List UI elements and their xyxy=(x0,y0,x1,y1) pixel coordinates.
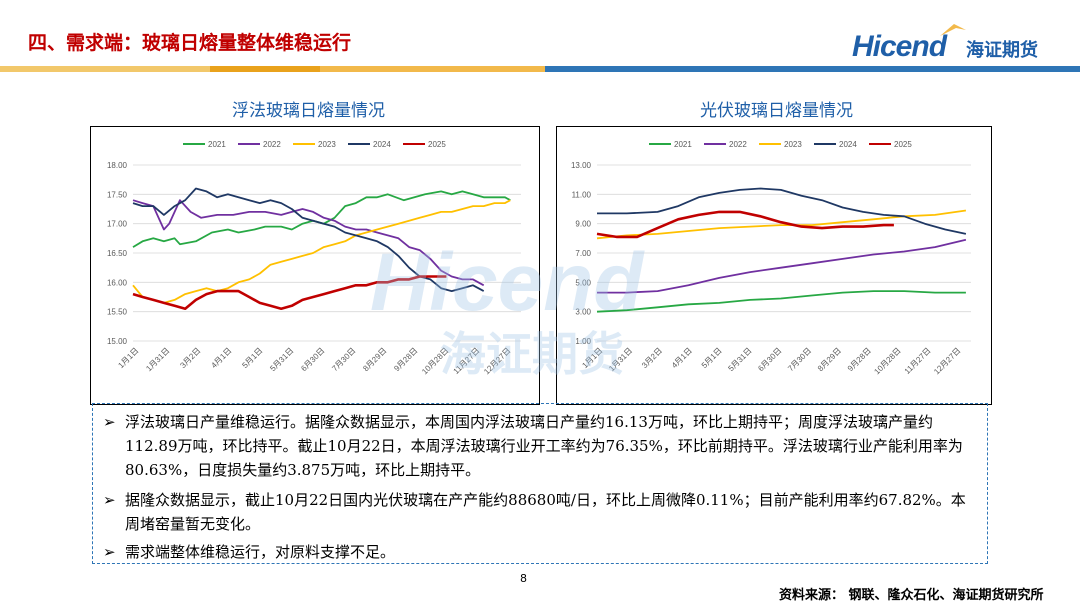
x-tick-label: 4月1日 xyxy=(209,346,233,370)
pv-glass-chart: 1.00 3.00 5.00 7.00 9.00 11.00 13.00 1月1日 1月31日 3… xyxy=(556,126,992,405)
x-tick-label: 10月28日 xyxy=(872,346,902,376)
logo-wordmark: Hicend xyxy=(852,30,947,63)
company-logo: Hicend 海证期货 xyxy=(852,22,1062,66)
logo-swoosh-icon xyxy=(940,24,966,36)
legend-label-2022: 2022 xyxy=(729,140,747,149)
x-tick-label: 12月27日 xyxy=(482,346,512,376)
x-tick-label: 4月1日 xyxy=(670,346,694,370)
x-tick-label: 10月28日 xyxy=(420,346,450,376)
legend-label-2021: 2021 xyxy=(208,140,226,149)
x-tick-label: 5月1日 xyxy=(700,346,724,370)
x-tick-label: 5月31日 xyxy=(726,346,753,373)
bullet-arrow-icon: ➢ xyxy=(103,413,116,431)
x-tick-label: 1月31日 xyxy=(607,346,634,373)
bullet-demand: ➢ 需求端整体维稳运行，对原料支撑不足。 xyxy=(103,540,979,564)
bullet-arrow-icon: ➢ xyxy=(103,543,116,561)
x-tick-label: 6月30日 xyxy=(756,346,783,373)
logo-chinese-name: 海证期货 xyxy=(966,40,1038,61)
legend-label-2021: 2021 xyxy=(674,140,692,149)
bullet-float-glass: ➢ 浮法玻璃日产量维稳运行。据隆众数据显示，本周国内浮法玻璃日产量约16.13万… xyxy=(103,410,979,482)
page-number: 8 xyxy=(520,572,527,585)
float-glass-chart: 15.00 15.50 16.00 16.50 17.00 17.50 18.00 1月1日 1… xyxy=(90,126,540,405)
legend-label-2025: 2025 xyxy=(428,140,446,149)
y-tick-label: 7.00 xyxy=(575,249,591,258)
x-tick-label: 1月1日 xyxy=(116,346,140,370)
series-line-2025 xyxy=(132,275,447,310)
page-title: 四、需求端：玻璃日熔量整体维稳运行 xyxy=(28,32,352,54)
x-tick-label: 1月1日 xyxy=(580,346,604,370)
x-tick-label: 7月30日 xyxy=(330,346,357,373)
y-tick-label: 16.00 xyxy=(107,278,128,287)
legend-label-2024: 2024 xyxy=(839,140,857,149)
series-line-2021 xyxy=(596,290,966,313)
header-band-1 xyxy=(0,66,210,72)
y-tick-label: 15.50 xyxy=(107,308,128,317)
x-tick-label: 5月1日 xyxy=(240,346,264,370)
y-tick-label: 17.00 xyxy=(107,220,128,229)
pv-glass-chart-svg: 1.00 3.00 5.00 7.00 9.00 11.00 13.00 1月1日 1月31日 3… xyxy=(571,140,971,376)
y-tick-label: 11.00 xyxy=(572,190,592,199)
header-band-2 xyxy=(210,66,320,72)
x-tick-label: 11月27日 xyxy=(452,346,482,376)
bullet-text: 据隆众数据显示，截止10月22日国内光伏玻璃在产产能约88680吨/日，环比上周… xyxy=(125,491,966,533)
x-tick-label: 8月29日 xyxy=(361,346,388,373)
legend-label-2022: 2022 xyxy=(263,140,281,149)
y-tick-label: 3.00 xyxy=(575,308,591,317)
x-tick-label: 8月29日 xyxy=(816,346,843,373)
y-tick-label: 9.00 xyxy=(575,220,591,229)
series-line-2023 xyxy=(596,209,967,240)
series-line-2022 xyxy=(597,238,967,294)
x-tick-label: 1月31日 xyxy=(144,346,171,373)
y-tick-label: 5.00 xyxy=(575,278,591,287)
bullet-arrow-icon: ➢ xyxy=(103,491,116,509)
legend-label-2023: 2023 xyxy=(784,140,802,149)
legend-label-2023: 2023 xyxy=(318,140,336,149)
left-chart-title: 浮法玻璃日熔量情况 xyxy=(232,101,385,121)
header-band-3 xyxy=(320,66,545,72)
right-chart-title: 光伏玻璃日熔量情况 xyxy=(700,101,853,121)
bullet-text: 浮法玻璃日产量维稳运行。据隆众数据显示，本周国内浮法玻璃日产量约16.13万吨，… xyxy=(125,413,963,479)
x-tick-label: 7月30日 xyxy=(786,346,813,373)
legend-label-2024: 2024 xyxy=(373,140,391,149)
y-tick-label: 13.00 xyxy=(571,161,592,170)
bullet-text: 需求端整体维稳运行，对原料支撑不足。 xyxy=(125,543,396,561)
data-source: 资料来源： 钢联、隆众石化、海证期货研究所 xyxy=(779,588,1044,603)
x-tick-label: 5月31日 xyxy=(268,346,295,373)
x-tick-label: 11月27日 xyxy=(903,346,933,376)
series-line-2025 xyxy=(596,210,894,239)
x-tick-label: 3月2日 xyxy=(640,346,664,370)
x-tick-label: 9月28日 xyxy=(846,346,873,373)
series-line-2021 xyxy=(132,190,511,248)
y-tick-label: 1.00 xyxy=(575,337,591,346)
analysis-text-box: ➢ 浮法玻璃日产量维稳运行。据隆众数据显示，本周国内浮法玻璃日产量约16.13万… xyxy=(92,403,988,564)
y-tick-label: 16.50 xyxy=(107,249,128,258)
series-line-2024 xyxy=(132,187,485,293)
y-tick-label: 15.00 xyxy=(107,337,128,346)
legend-label-2025: 2025 xyxy=(894,140,912,149)
bullet-pv-glass: ➢ 据隆众数据显示，截止10月22日国内光伏玻璃在产产能约88680吨/日，环比… xyxy=(103,488,979,536)
x-tick-label: 6月30日 xyxy=(299,346,326,373)
x-tick-label: 3月2日 xyxy=(178,346,202,370)
y-tick-label: 18.00 xyxy=(107,161,128,170)
x-tick-label: 12月27日 xyxy=(932,346,962,376)
x-tick-label: 9月28日 xyxy=(392,346,419,373)
series-line-2023 xyxy=(132,199,511,304)
header-band-4 xyxy=(545,66,1080,72)
y-tick-label: 17.50 xyxy=(107,190,128,199)
series-line-2024 xyxy=(597,187,967,235)
